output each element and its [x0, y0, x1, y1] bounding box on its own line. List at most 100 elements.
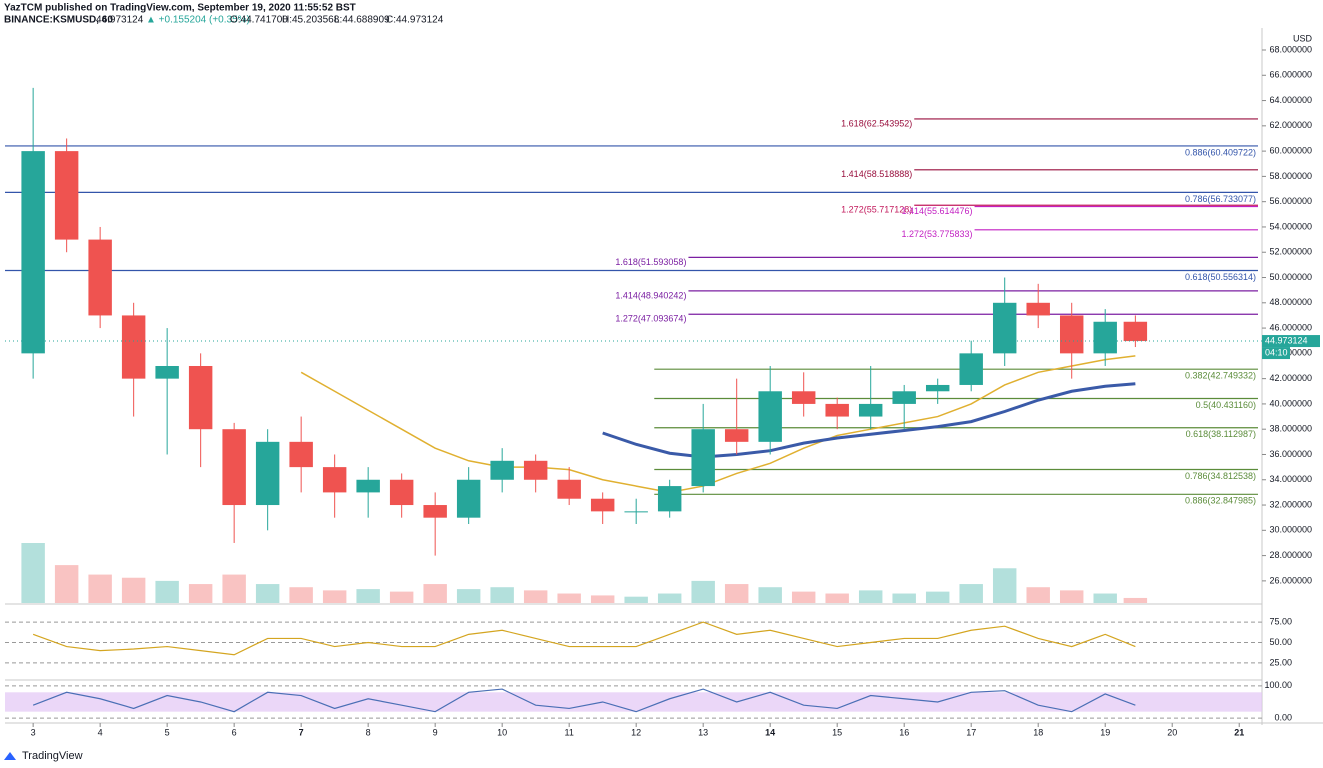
symbol: BINANCE:KSMUSD, 60: [4, 15, 113, 26]
candle-body: [791, 391, 816, 404]
moving-average: [300, 355, 1136, 494]
ohlc: C:44.973124: [386, 15, 444, 26]
indicator-tick-label: 100.00: [1264, 680, 1292, 690]
x-tick-label: 14: [765, 727, 775, 737]
countdown-label: 04:10: [1265, 347, 1288, 357]
volume-bar: [255, 584, 280, 603]
x-tick-label: 10: [497, 727, 507, 737]
y-tick-label: 26.000000: [1269, 575, 1312, 585]
indicator-line: [32, 688, 1136, 713]
x-tick-label: 4: [98, 727, 103, 737]
x-tick-label: 3: [31, 727, 36, 737]
fib-label: 1.272(53.775833): [901, 229, 972, 239]
ohlc: H:45.203568: [282, 15, 340, 26]
logo-icon: [4, 752, 16, 760]
candle-body: [121, 315, 146, 379]
x-tick-label: 15: [832, 727, 842, 737]
volume-bar: [624, 596, 648, 603]
y-tick-label: 56.000000: [1269, 196, 1312, 206]
volume-bar: [1123, 597, 1148, 603]
indicator-band: [5, 692, 1262, 712]
volume-bar: [322, 590, 347, 603]
volume-bar: [54, 565, 79, 603]
y-tick-label: 34.000000: [1269, 474, 1312, 484]
candle-body: [992, 302, 1017, 354]
fib-label: 1.618(51.593058): [615, 257, 686, 267]
y-tick-label: 46.000000: [1269, 322, 1312, 332]
fib-label: 1.272(55.717128): [841, 205, 912, 215]
fib-label: 0.886(60.409722): [1185, 147, 1256, 157]
volume-bar: [557, 593, 581, 603]
volume-bar: [724, 584, 749, 603]
candle-body: [21, 151, 45, 354]
candle-body: [490, 460, 514, 480]
volume-bar: [523, 590, 548, 603]
fib-label: 0.618(38.112987): [1186, 429, 1256, 439]
candle-body: [322, 467, 347, 493]
candle-body: [1093, 321, 1117, 354]
fib-label: 1.414(55.614476): [901, 206, 972, 216]
x-tick-label: 9: [433, 727, 438, 737]
volume-bar: [423, 584, 447, 603]
x-tick-label: 18: [1033, 727, 1043, 737]
volume-bar: [289, 587, 313, 603]
countdown-tag: [1262, 347, 1290, 360]
candle-body: [222, 429, 246, 506]
x-tick-label: 11: [565, 727, 574, 737]
x-tick-label: 6: [232, 727, 237, 737]
candle-body: [54, 151, 79, 240]
ohlc: L:44.688909: [334, 15, 390, 26]
candle-body: [657, 486, 682, 512]
author-line: YazTCM published on TradingView.com, Sep…: [4, 3, 356, 14]
fib-label: 1.414(48.940242): [615, 290, 686, 300]
x-tick-label: 20: [1167, 727, 1177, 737]
last-price-label: 44.973124: [1265, 335, 1308, 345]
volume-bar: [825, 593, 849, 603]
candle-body: [255, 441, 280, 506]
volume-bar: [456, 589, 481, 603]
volume-bar: [1093, 593, 1117, 603]
volume-bar: [356, 589, 380, 603]
volume-bar: [892, 593, 916, 603]
fib-label: 0.618(50.556314): [1185, 272, 1256, 282]
x-tick-label: 8: [366, 727, 371, 737]
candle-body: [624, 511, 648, 513]
candle-body: [892, 391, 916, 404]
x-tick-label: 13: [698, 727, 708, 737]
last: 44.973124: [96, 15, 144, 26]
y-tick-label: 48.000000: [1269, 297, 1312, 307]
volume-bar: [992, 568, 1017, 603]
y-tick-label: 52.000000: [1269, 247, 1312, 257]
y-tick-label: 54.000000: [1269, 221, 1312, 231]
indicator-line: [32, 621, 1136, 656]
candle-body: [959, 353, 983, 385]
candle-body: [155, 365, 179, 379]
fib-label: 1.618(62.543952): [841, 118, 912, 128]
candle-body: [925, 384, 950, 392]
volume-bar: [1026, 587, 1050, 603]
candle-body: [188, 365, 213, 430]
volume-bar: [155, 580, 179, 603]
volume-bar: [758, 587, 782, 603]
candle-body: [389, 479, 414, 506]
y-tick-label: 62.000000: [1269, 120, 1312, 130]
y-tick-label: 66.000000: [1269, 70, 1312, 80]
axis-unit: USD: [1293, 33, 1313, 43]
candle-body: [691, 429, 715, 487]
y-tick-label: 60.000000: [1269, 145, 1312, 155]
fib-label: 1.414(58.518888): [841, 169, 912, 179]
candle-body: [858, 403, 883, 417]
candle-body: [423, 505, 447, 518]
fib-label: 1.272(47.093674): [615, 314, 686, 324]
change: ▲ +0.155204 (+0.35%): [146, 15, 250, 26]
y-tick-label: 42.000000: [1269, 373, 1312, 383]
volume-bar: [21, 543, 45, 603]
x-tick-label: 21: [1234, 727, 1244, 737]
candle-body: [758, 391, 782, 442]
fib-label: 0.786(56.733077): [1185, 194, 1256, 204]
volume-bar: [590, 595, 615, 603]
x-tick-label: 12: [631, 727, 641, 737]
candle-body: [724, 429, 749, 442]
